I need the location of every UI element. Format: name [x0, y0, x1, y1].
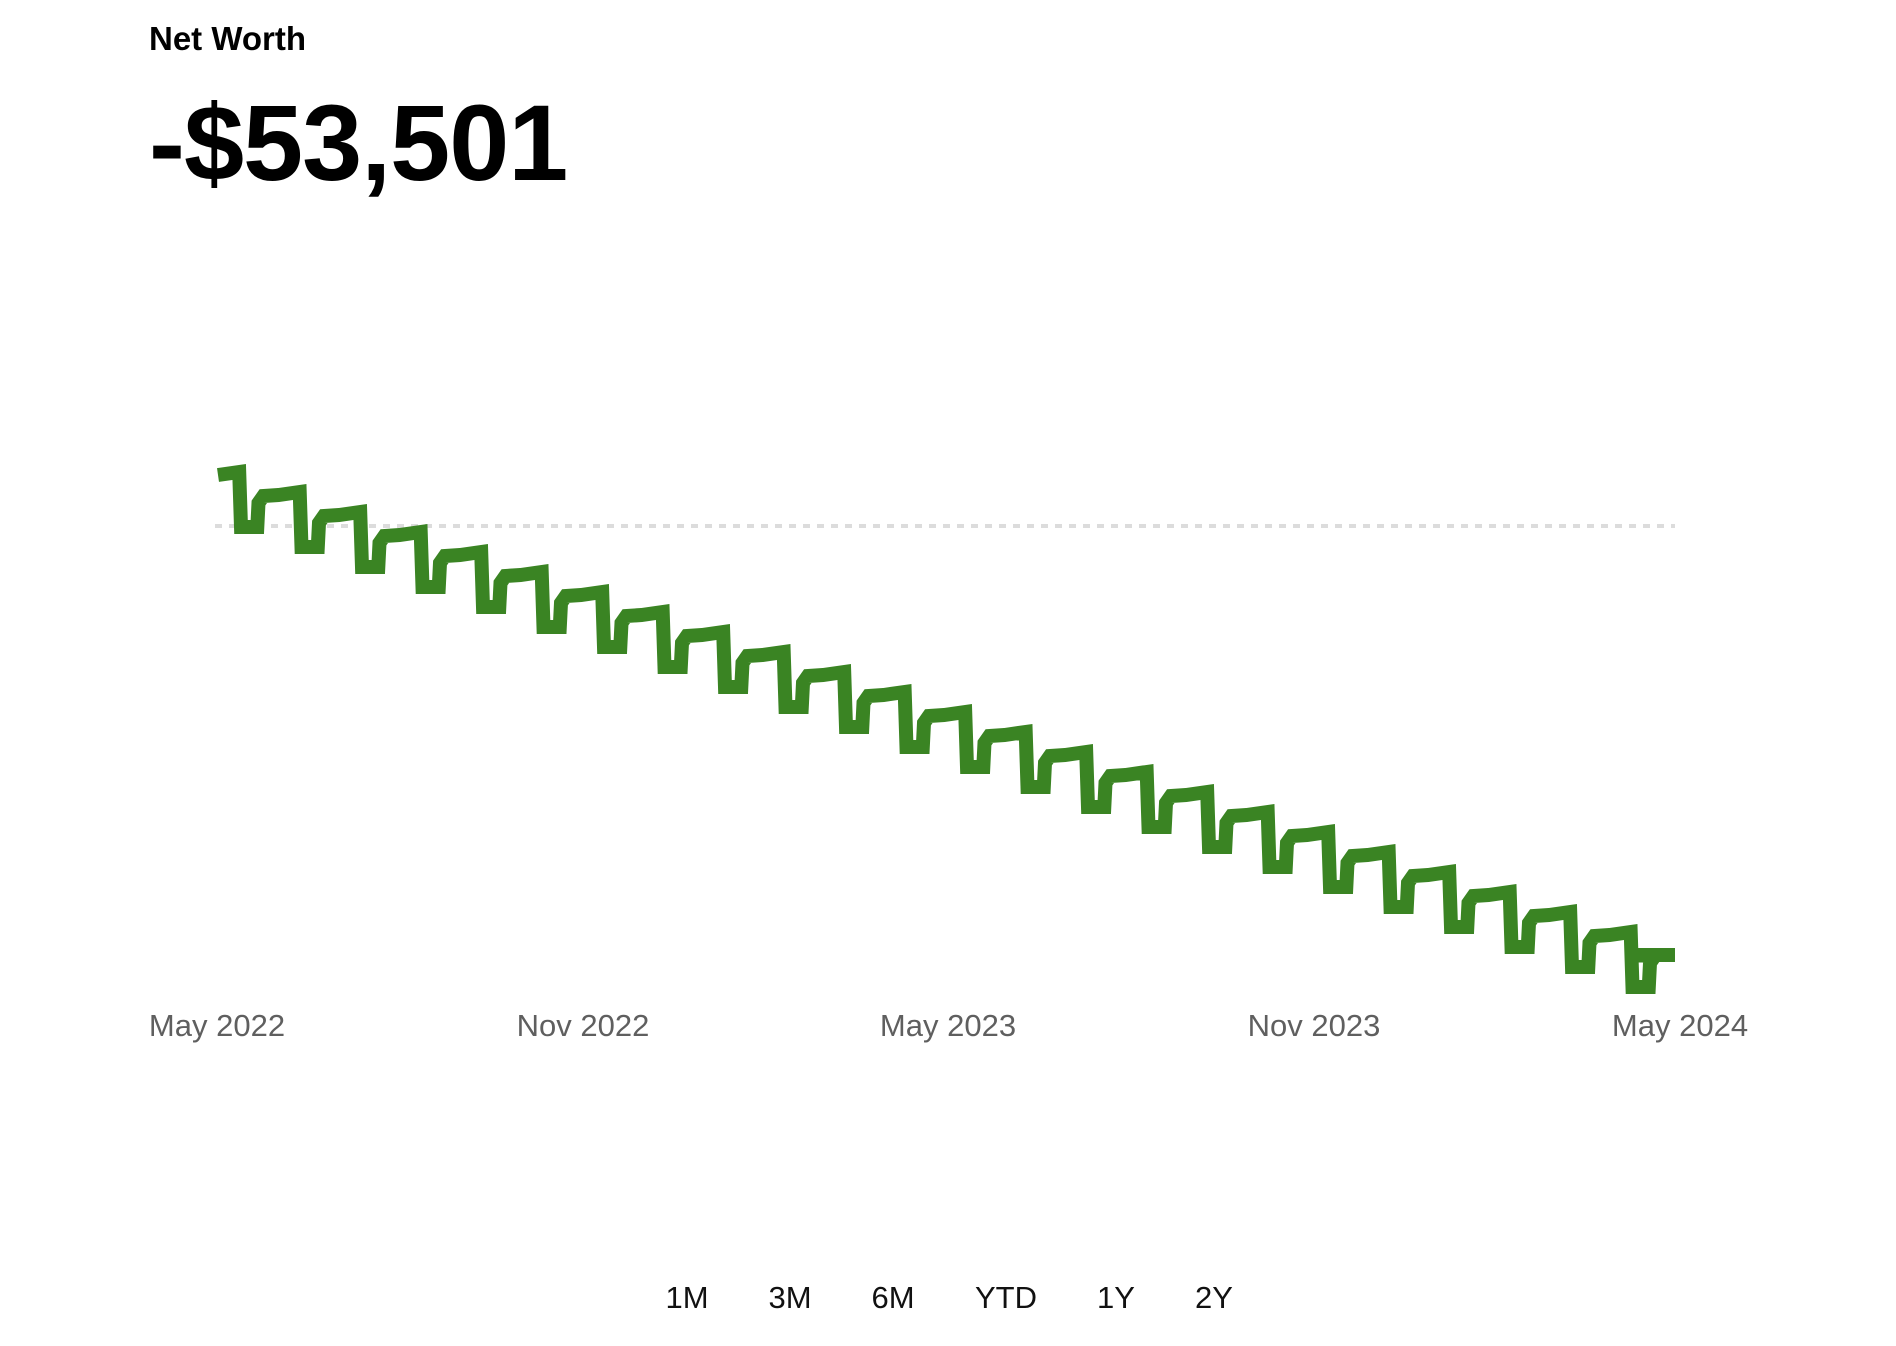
chart-hover-area[interactable] [215, 430, 1675, 970]
net-worth-value: -$53,501 [149, 82, 568, 203]
page-title: Net Worth [149, 20, 307, 57]
range-button-ytd[interactable]: YTD [965, 1276, 1047, 1320]
x-tick-label: May 2024 [1612, 1008, 1748, 1043]
x-tick-label: May 2022 [149, 1008, 285, 1043]
x-axis-ticks: May 2022 Nov 2022 May 2023 Nov 2023 May 2024 [149, 1008, 1748, 1043]
x-tick-label: May 2023 [880, 1008, 1016, 1043]
range-button-1y[interactable]: 1Y [1087, 1276, 1145, 1320]
range-button-3m[interactable]: 3M [758, 1276, 821, 1320]
range-button-6m[interactable]: 6M [861, 1276, 924, 1320]
range-button-2y[interactable]: 2Y [1185, 1276, 1243, 1320]
x-tick-label: Nov 2022 [517, 1008, 650, 1043]
x-tick-label: Nov 2023 [1248, 1008, 1381, 1043]
time-range-selector: 1M 3M 6M YTD 1Y 2Y [0, 1276, 1896, 1326]
range-button-1m[interactable]: 1M [655, 1276, 718, 1320]
